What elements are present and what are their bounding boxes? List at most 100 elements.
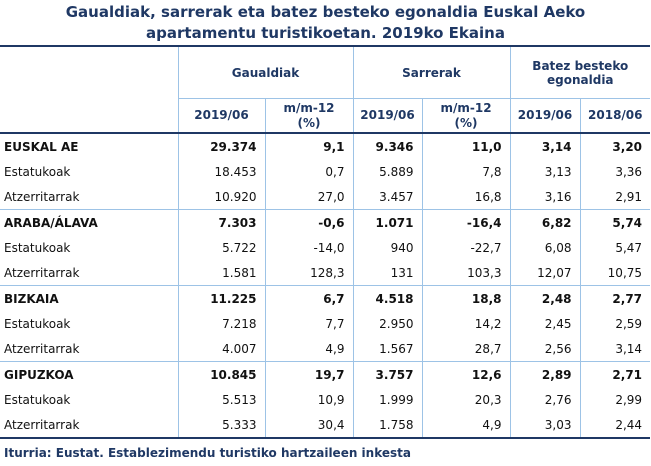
- cell-value: 3,20: [579, 132, 651, 159]
- table-row: Atzerritarrak 10.920 27,0 3.457 16,8 3,16 2,91: [0, 184, 651, 210]
- cell-value: 6,82: [509, 209, 581, 235]
- cell-value: 2,99: [579, 387, 651, 412]
- cell-value: 20,3: [421, 387, 511, 412]
- cell-value: 103,3: [421, 260, 511, 286]
- row-label: Estatukoak: [4, 392, 71, 407]
- table-row: Atzerritarrak 4.007 4,9 1.567 28,7 2,56 3,14: [0, 336, 651, 362]
- sub-header-cell: 2019/06: [352, 98, 423, 134]
- cell-value: 10.845: [177, 361, 265, 387]
- sub-header: 2018/06: [588, 108, 643, 122]
- cell-value: 9,1: [264, 132, 354, 159]
- row-label: Atzerritarrak: [4, 341, 80, 356]
- cell-value: 28,7: [421, 336, 511, 362]
- cell-value: 18,8: [421, 285, 511, 311]
- cell-value: 2,48: [509, 285, 581, 311]
- cell-value: 12,6: [421, 361, 511, 387]
- cell-value: 3,16: [509, 184, 581, 210]
- sub-header: 2019/06: [360, 108, 415, 122]
- cell-value: 1.581: [177, 260, 265, 286]
- cell-value: 12,07: [509, 260, 581, 286]
- cell-value: 2,45: [509, 311, 581, 336]
- cell-value: 10,75: [579, 260, 651, 286]
- table-row: ARABA/ÁLAVA 7.303 -0,6 1.071 -16,4 6,82 5,74: [0, 209, 651, 235]
- cell-value: -22,7: [421, 235, 511, 260]
- cell-value: 1.758: [352, 412, 423, 439]
- cell-value: 5.889: [352, 159, 423, 184]
- cell-value: -14,0: [264, 235, 354, 260]
- sub-header: m/m-12 (%): [283, 100, 335, 130]
- table-row: BIZKAIA 11.225 6,7 4.518 18,8 2,48 2,77: [0, 285, 651, 311]
- group-header: Batez besteko egonaldia: [509, 45, 651, 99]
- cell-value: 3.457: [352, 184, 423, 210]
- cell-value: 1.999: [352, 387, 423, 412]
- source-note: Iturria: Eustat. Establezimendu turistik…: [4, 446, 411, 460]
- sub-header-cell: 2019/06: [177, 98, 265, 134]
- sub-header: 2019/06: [517, 108, 573, 122]
- table-row: EUSKAL AE 29.374 9,1 9.346 11,0 3,14 3,20: [0, 132, 651, 159]
- sub-header: 2019/06: [194, 108, 249, 122]
- data-table: Gaualdiak Sarrerak Batez besteko egonaldia…: [0, 45, 651, 439]
- cell-value: 5.333: [177, 412, 265, 439]
- cell-value: 2,91: [579, 184, 651, 210]
- cell-value: 131: [352, 260, 423, 286]
- cell-value: 30,4: [264, 412, 354, 439]
- cell-value: 0,7: [264, 159, 354, 184]
- cell-value: 2,71: [579, 361, 651, 387]
- cell-value: 5.722: [177, 235, 265, 260]
- cell-value: 19,7: [264, 361, 354, 387]
- table-row: Estatukoak 7.218 7,7 2.950 14,2 2,45 2,59: [0, 311, 651, 336]
- cell-value: -16,4: [421, 209, 511, 235]
- sub-header-cell: m/m-12 (%): [264, 98, 354, 134]
- cell-value: 7.218: [177, 311, 265, 336]
- cell-value: 3,14: [579, 336, 651, 362]
- cell-value: 1.567: [352, 336, 423, 362]
- cell-value: 5,74: [579, 209, 651, 235]
- cell-value: 29.374: [177, 132, 265, 159]
- cell-value: 2,44: [579, 412, 651, 439]
- cell-value: 3,13: [509, 159, 581, 184]
- cell-value: 10.920: [177, 184, 265, 210]
- cell-value: 3.757: [352, 361, 423, 387]
- row-label: Atzerritarrak: [4, 189, 80, 204]
- cell-value: 128,3: [264, 260, 354, 286]
- cell-value: 6,08: [509, 235, 581, 260]
- cell-value: 3,14: [509, 132, 581, 159]
- cell-value: 5.513: [177, 387, 265, 412]
- row-label: EUSKAL AE: [0, 132, 178, 159]
- cell-value: 16,8: [421, 184, 511, 210]
- cell-value: 3,03: [509, 412, 581, 439]
- cell-value: 10,9: [264, 387, 354, 412]
- sub-header: m/m-12 (%): [440, 100, 492, 130]
- cell-value: 2,59: [579, 311, 651, 336]
- title: Gaualdiak, sarrerak eta batez besteko eg…: [65, 3, 586, 42]
- cell-value: 4.007: [177, 336, 265, 362]
- cell-value: 4,9: [264, 336, 354, 362]
- cell-value: 2,89: [509, 361, 581, 387]
- cell-value: 2.950: [352, 311, 423, 336]
- group-header: Sarrerak: [352, 45, 511, 99]
- row-label: Estatukoak: [4, 240, 71, 255]
- row-label: Estatukoak: [4, 316, 71, 331]
- row-label: ARABA/ÁLAVA: [0, 209, 178, 235]
- table-row: Estatukoak 5.722 -14,0 940 -22,7 6,08 5,47: [0, 235, 651, 260]
- cell-value: -0,6: [264, 209, 354, 235]
- table-row: GIPUZKOA 10.845 19,7 3.757 12,6 2,89 2,71: [0, 361, 651, 387]
- cell-value: 2,76: [509, 387, 581, 412]
- cell-value: 7,8: [421, 159, 511, 184]
- cell-value: 1.071: [352, 209, 423, 235]
- sub-header-cell: m/m-12 (%): [421, 98, 511, 134]
- cell-value: 4.518: [352, 285, 423, 311]
- table-body: EUSKAL AE 29.374 9,1 9.346 11,0 3,14 3,20 Estat…: [0, 132, 651, 439]
- cell-value: 7.303: [177, 209, 265, 235]
- cell-value: 11,0: [421, 132, 511, 159]
- row-label: Atzerritarrak: [0, 412, 178, 439]
- cell-value: 3,36: [579, 159, 651, 184]
- row-label: Estatukoak: [4, 164, 71, 179]
- cell-value: 5,47: [579, 235, 651, 260]
- row-label: BIZKAIA: [0, 285, 178, 311]
- cell-value: 14,2: [421, 311, 511, 336]
- row-label: GIPUZKOA: [0, 361, 178, 387]
- cell-value: 2,77: [579, 285, 651, 311]
- table-row: Atzerritarrak 5.333 30,4 1.758 4,9 3,03 2,44: [0, 412, 651, 439]
